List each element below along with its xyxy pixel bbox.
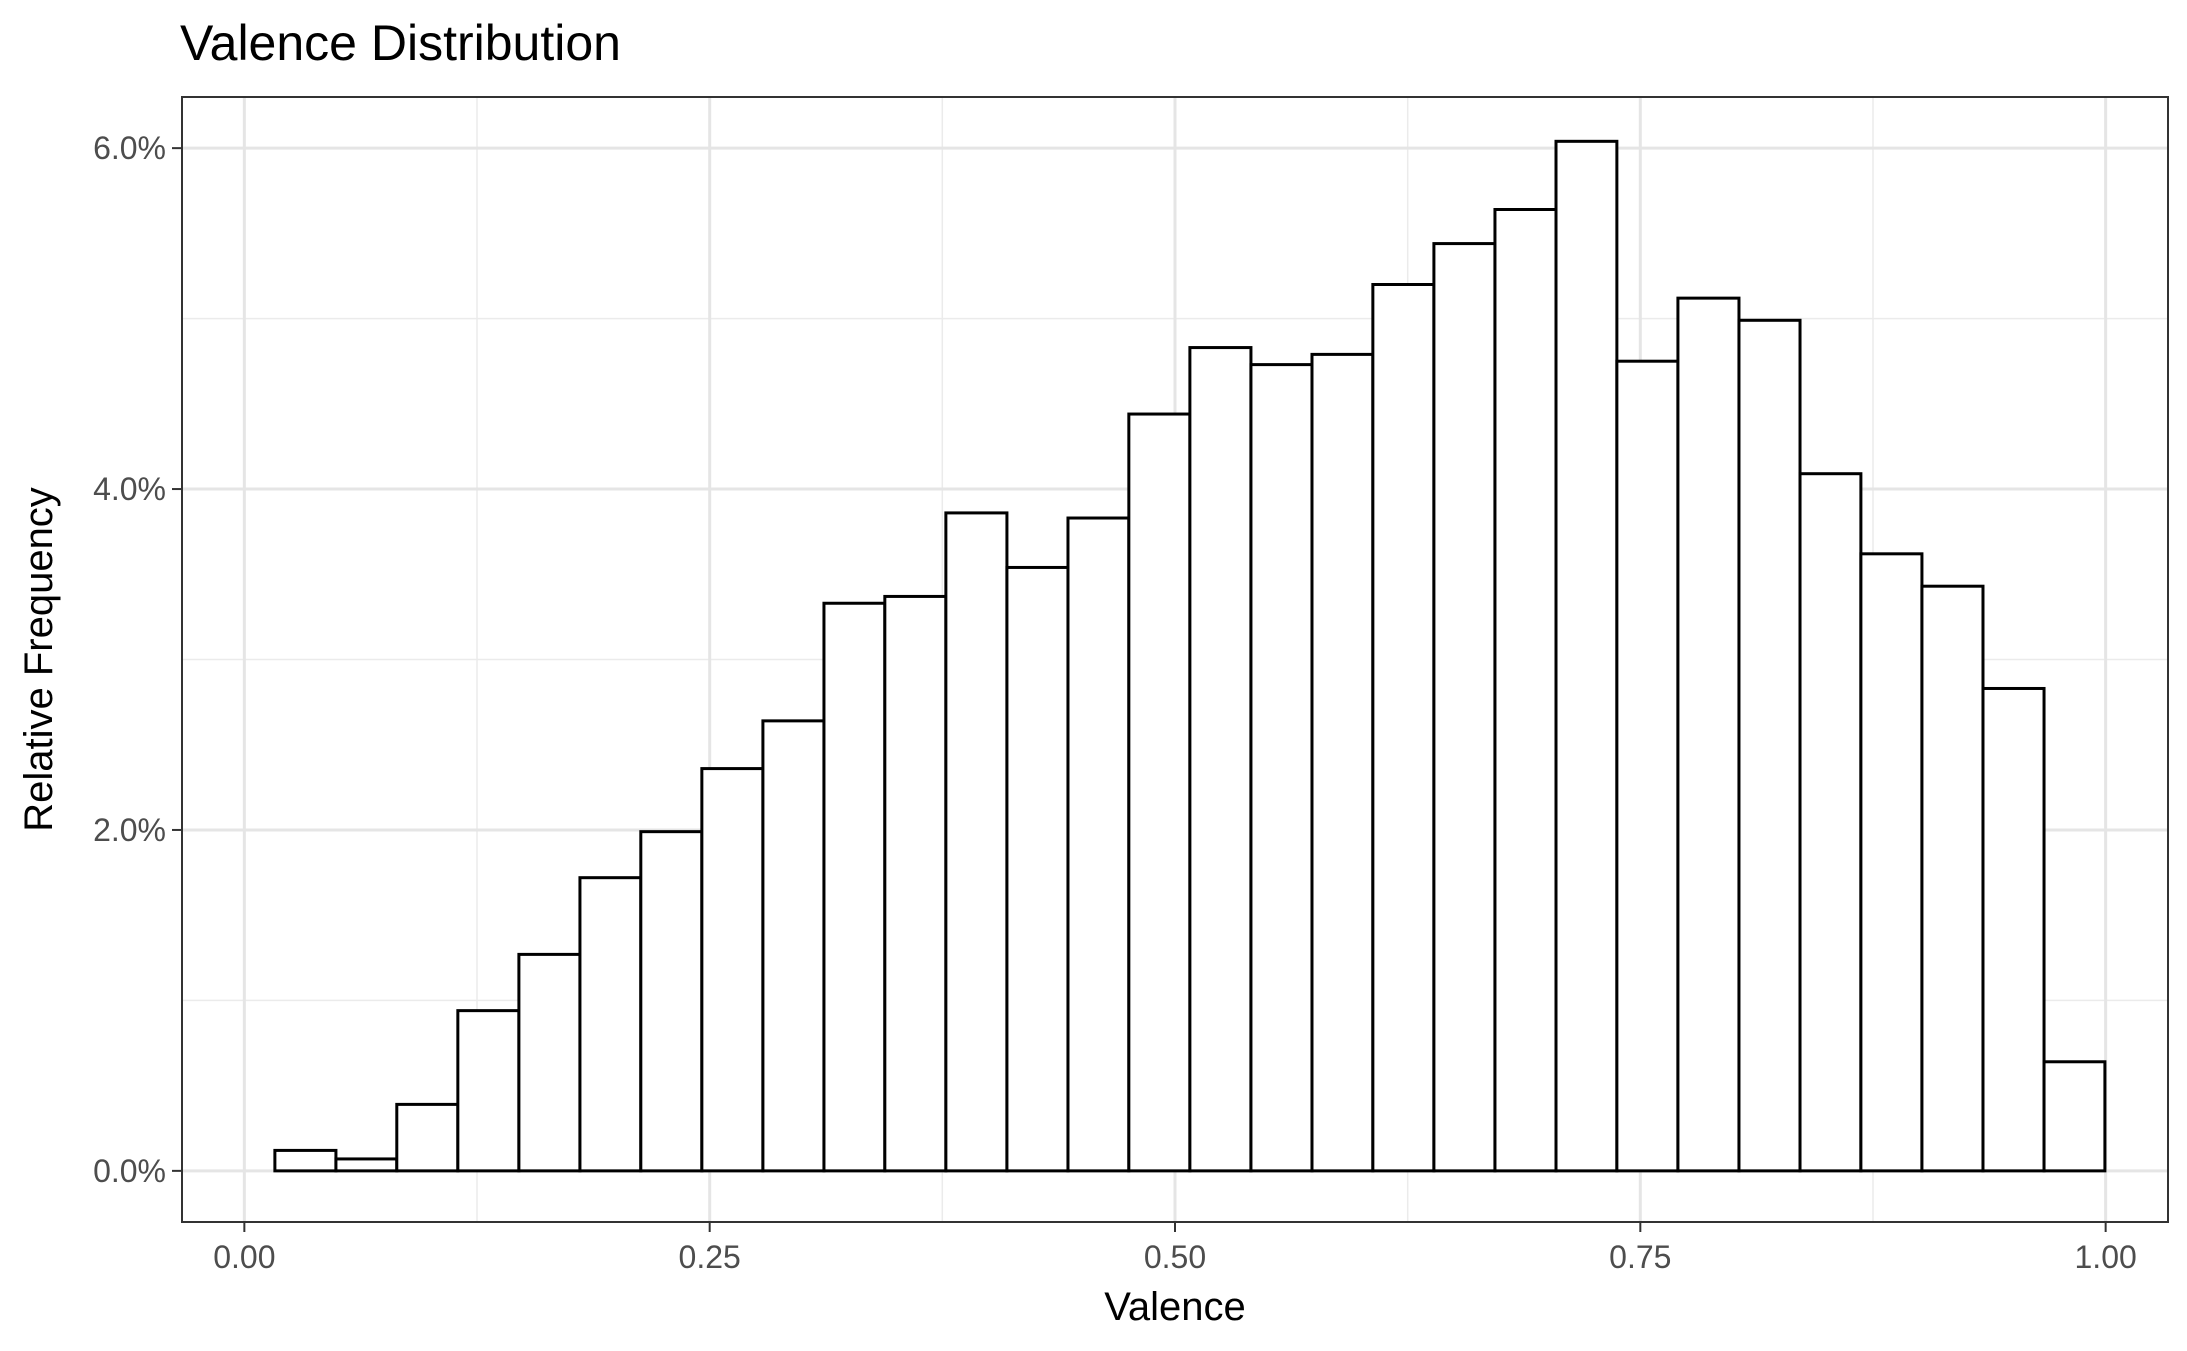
histogram-bar: [1249, 363, 1314, 1173]
histogram-bar: [578, 876, 643, 1173]
panel-border: [181, 96, 2169, 1223]
x-axis-title: Valence: [1104, 1285, 1246, 1329]
histogram-bar: [1981, 686, 2046, 1173]
histogram-bar: [334, 1157, 399, 1173]
histogram-bar: [456, 1009, 521, 1173]
histogram-bar: [1859, 552, 1924, 1173]
x-axis-ticks: 0.00 0.25 0.50 0.75 1.00: [213, 1222, 2137, 1275]
histogram-bar: [1188, 346, 1253, 1173]
histogram-bar: [1615, 359, 1680, 1173]
histogram-bar: [1127, 412, 1192, 1173]
histogram-bar: [1066, 516, 1131, 1173]
histogram-bar: [761, 719, 826, 1173]
histogram-bar: [1005, 565, 1070, 1173]
histogram-bar: [639, 830, 704, 1173]
histogram-bar: [822, 601, 887, 1173]
x-tick-label: 1.00: [2075, 1239, 2137, 1275]
histogram-bar: [395, 1102, 460, 1173]
chart-title: Valence Distribution: [180, 15, 621, 71]
histogram-bar: [700, 767, 765, 1173]
histogram-bar: [1737, 318, 1802, 1173]
y-tick-label: 4.0%: [93, 471, 166, 507]
x-tick-label: 0.00: [213, 1239, 275, 1275]
histogram-bar: [1554, 139, 1619, 1173]
y-tick-label: 0.0%: [93, 1153, 166, 1189]
y-tick-label: 2.0%: [93, 812, 166, 848]
x-tick-label: 0.75: [1609, 1239, 1671, 1275]
histogram-bar: [1432, 242, 1497, 1173]
histogram-bar: [1920, 584, 1985, 1173]
y-axis-ticks: 0.0% 2.0% 4.0% 6.0%: [93, 130, 182, 1189]
histogram-bar: [1310, 352, 1375, 1173]
histogram-bar: [273, 1148, 338, 1173]
x-tick-label: 0.25: [679, 1239, 741, 1275]
histogram-bars: [273, 139, 2107, 1173]
histogram-bar: [517, 952, 582, 1173]
x-tick-label: 0.50: [1144, 1239, 1206, 1275]
histogram-bar: [944, 511, 1009, 1173]
histogram-bar: [1676, 296, 1741, 1173]
histogram-bar: [1798, 472, 1863, 1173]
histogram-bar: [1493, 208, 1558, 1173]
histogram-bar: [2042, 1060, 2107, 1173]
histogram-bar: [1371, 283, 1436, 1173]
y-axis-title: Relative Frequency: [17, 487, 61, 832]
histogram-bar: [883, 594, 948, 1173]
y-tick-label: 6.0%: [93, 130, 166, 166]
